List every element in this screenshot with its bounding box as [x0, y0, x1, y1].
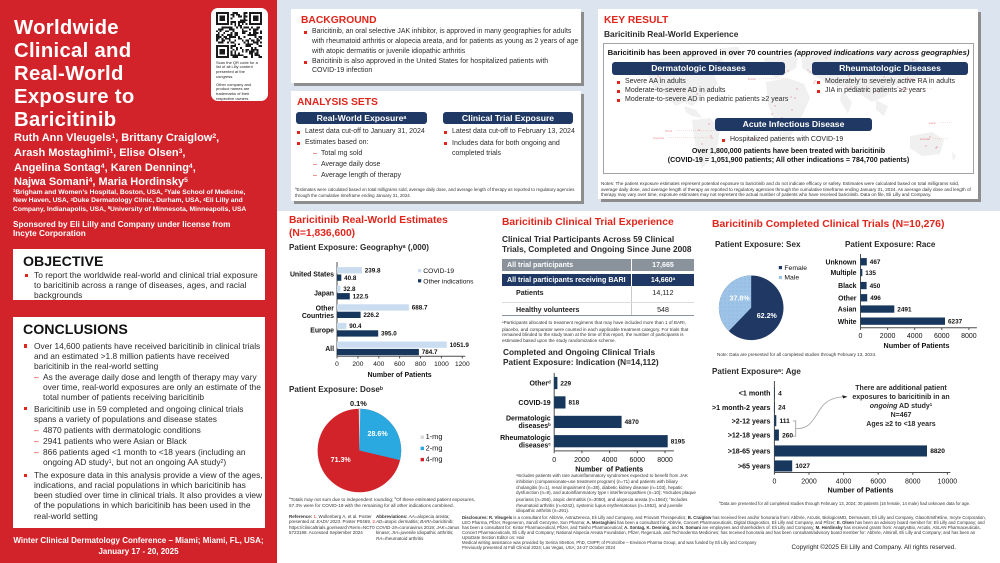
svg-text:200: 200 [352, 361, 363, 368]
svg-text:S Africa: S Africa [749, 137, 758, 141]
svg-text:2000: 2000 [574, 457, 590, 464]
svg-text:450: 450 [870, 283, 881, 290]
svg-text:Number of Patients: Number of Patients [368, 372, 432, 379]
svg-text:8000: 8000 [961, 333, 977, 340]
svg-text:Taiwan: Taiwan [906, 77, 915, 81]
svg-text:2000: 2000 [880, 333, 896, 340]
svg-text:Male: Male [784, 275, 799, 282]
svg-text:226.2: 226.2 [363, 312, 379, 319]
svg-text:0: 0 [552, 457, 556, 464]
svg-text:229: 229 [560, 380, 571, 387]
svg-text:Other indications: Other indications [423, 279, 474, 286]
svg-text:6000: 6000 [870, 479, 886, 486]
svg-text:32.8: 32.8 [343, 286, 356, 293]
svg-text:239.8: 239.8 [365, 267, 381, 274]
svg-text:4-mg: 4-mg [426, 455, 443, 464]
svg-text:4000: 4000 [836, 479, 852, 486]
svg-text:diseasesc: diseasesc [519, 441, 552, 449]
svg-text:Other: Other [838, 295, 857, 302]
svg-text:diseasesb: diseasesb [519, 422, 552, 430]
svg-text:<1 month: <1 month [739, 390, 771, 398]
svg-text:4870: 4870 [625, 419, 640, 426]
svg-text:Asian: Asian [838, 307, 857, 314]
svg-text:135: 135 [865, 270, 876, 277]
svg-text:France: France [748, 77, 757, 81]
svg-text:8000: 8000 [905, 479, 921, 486]
svg-text:COVID-19: COVID-19 [423, 268, 454, 275]
svg-text:62.2%: 62.2% [757, 312, 778, 320]
svg-text:400: 400 [373, 361, 384, 368]
svg-text:Other: Other [316, 305, 335, 312]
svg-text:Black: Black [838, 283, 857, 290]
svg-text:>1 month-2 years: >1 month-2 years [712, 404, 771, 412]
svg-text:Rheumatologic: Rheumatologic [500, 435, 551, 442]
svg-text:4000: 4000 [907, 333, 923, 340]
svg-text:71.3%: 71.3% [331, 456, 352, 464]
svg-text:6000: 6000 [934, 333, 950, 340]
svg-text:2-mg: 2-mg [426, 443, 443, 452]
svg-text:28.6%: 28.6% [368, 430, 389, 438]
svg-text:1000: 1000 [434, 361, 449, 368]
svg-text:1-mg: 1-mg [426, 432, 443, 441]
svg-text:800: 800 [415, 361, 426, 368]
svg-text:>65 years: >65 years [738, 463, 771, 471]
svg-text:All: All [325, 346, 334, 353]
svg-text:Multiple: Multiple [830, 270, 856, 277]
svg-text:688.7: 688.7 [412, 305, 428, 312]
svg-text:1200: 1200 [455, 361, 470, 368]
svg-text:India: India [902, 87, 908, 91]
svg-text:1027: 1027 [795, 463, 810, 470]
svg-text:0: 0 [335, 361, 339, 368]
svg-text:8820: 8820 [930, 448, 945, 455]
svg-text:6000: 6000 [630, 457, 646, 464]
svg-text:2000: 2000 [801, 479, 817, 486]
svg-text:122.5: 122.5 [353, 293, 369, 300]
svg-text:Japan: Japan [929, 121, 937, 125]
svg-text:Countries: Countries [302, 313, 334, 320]
svg-text:Australia: Australia [920, 137, 931, 141]
svg-text:1051.9: 1051.9 [450, 342, 470, 349]
svg-text:37.8%: 37.8% [730, 294, 751, 302]
svg-text:Japan: Japan [314, 290, 334, 297]
svg-text:Number of Patients: Number of Patients [884, 341, 950, 350]
svg-text:40.8: 40.8 [344, 275, 357, 282]
svg-text:496: 496 [870, 295, 881, 302]
svg-text:4: 4 [778, 390, 782, 397]
svg-text:260: 260 [782, 432, 793, 439]
svg-text:0.1%: 0.1% [350, 399, 367, 408]
svg-text:10000: 10000 [938, 479, 958, 486]
svg-text:Dermatologic: Dermatologic [506, 416, 551, 423]
svg-text:6237: 6237 [948, 319, 963, 326]
svg-text:Europe: Europe [310, 328, 334, 335]
svg-text:Brazil: Brazil [666, 129, 673, 133]
svg-text:Otherd: Otherd [529, 380, 551, 388]
svg-text:0: 0 [859, 333, 863, 340]
svg-text:467: 467 [870, 259, 881, 266]
svg-text:2491: 2491 [897, 306, 912, 313]
svg-text:Number of Patients: Number of Patients [827, 486, 893, 495]
svg-text:Number of Patients: Number of Patients [575, 465, 643, 473]
svg-text:8000: 8000 [657, 457, 673, 464]
svg-text:>2-12 years: >2-12 years [732, 417, 771, 425]
svg-text:Argentina: Argentina [653, 136, 665, 140]
svg-text:>12-18 years: >12-18 years [728, 432, 771, 440]
svg-text:90.4: 90.4 [349, 323, 362, 330]
svg-text:111: 111 [780, 418, 791, 425]
svg-text:818: 818 [569, 400, 580, 407]
svg-text:8195: 8195 [671, 439, 686, 446]
svg-text:24: 24 [778, 405, 786, 412]
svg-text:0: 0 [772, 479, 776, 486]
svg-text:Unknown: Unknown [825, 259, 856, 266]
svg-text:4000: 4000 [602, 457, 618, 464]
svg-text:395.0: 395.0 [381, 331, 397, 338]
svg-text:United States: United States [290, 272, 334, 279]
svg-text:784.7: 784.7 [422, 349, 438, 356]
svg-text:600: 600 [394, 361, 405, 368]
svg-text:COVID-19: COVID-19 [518, 400, 550, 407]
svg-text:>18-65 years: >18-65 years [728, 448, 771, 456]
svg-text:White: White [838, 319, 857, 326]
svg-text:Female: Female [784, 265, 807, 272]
